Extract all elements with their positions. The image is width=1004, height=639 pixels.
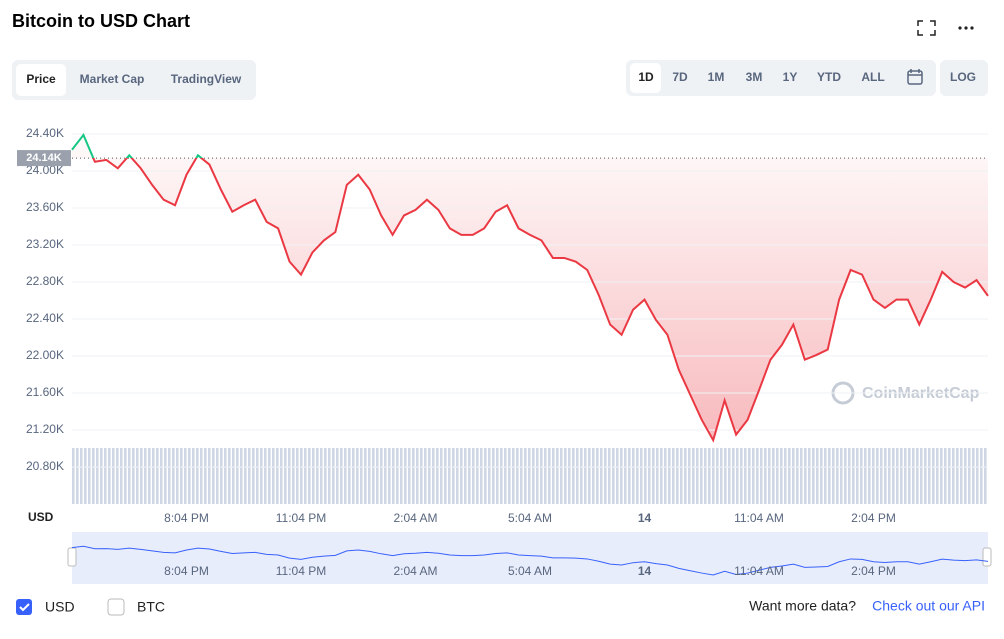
navigator-label: 8:04 PM — [164, 564, 209, 578]
watermark: CoinMarketCap — [862, 385, 980, 402]
y-tick-label: 22.40K — [26, 311, 64, 325]
navigator-label: 11:04 AM — [734, 564, 784, 578]
x-tick-label: 8:04 PM — [164, 511, 209, 525]
navigator[interactable] — [72, 532, 988, 584]
navigator-handle[interactable] — [67, 547, 77, 567]
range-active — [630, 63, 661, 93]
area-fill — [72, 134, 988, 441]
navigator-label: 11:04 PM — [276, 564, 326, 578]
watermark-text: CoinMarketCap — [862, 385, 980, 402]
x-tick-label: 11:04 AM — [734, 511, 784, 525]
range-group — [626, 60, 936, 96]
y-tick-label: 22.00K — [26, 348, 64, 362]
reference-box — [17, 150, 71, 167]
y-tick-label: 24.40K — [26, 126, 64, 140]
y-tick-label: 22.80K — [26, 274, 64, 288]
legend-label: BTC — [137, 599, 165, 615]
y-tick-label: 23.20K — [26, 237, 64, 251]
y-tick-label: 23.60K — [26, 200, 64, 214]
x-tick-label: 2:04 AM — [393, 511, 437, 525]
tab[interactable]: TradingView — [171, 72, 242, 86]
price-line — [71, 132, 989, 443]
x-tick-label: 2:04 PM — [851, 511, 896, 525]
x-tick-label: 11:04 PM — [276, 511, 326, 525]
more-icon[interactable] — [958, 26, 974, 30]
check — [19, 603, 30, 612]
x-tick-label: 5:04 AM — [508, 511, 552, 525]
navigator-label: 2:04 PM — [851, 564, 896, 578]
range-button[interactable]: ALL — [861, 70, 884, 84]
tab[interactable]: Price — [26, 72, 56, 86]
tab-active — [16, 64, 66, 96]
range-button[interactable]: 1D — [638, 70, 654, 84]
checkbox[interactable] — [107, 598, 125, 616]
navigator-line — [71, 545, 989, 576]
y-tick-label: 24.00K — [26, 163, 64, 177]
expand-icon[interactable] — [917, 20, 936, 36]
checkbox[interactable] — [16, 599, 32, 615]
y-tick-label: 20.80K — [26, 459, 64, 473]
navigator-label: 5:04 AM — [508, 564, 552, 578]
range-button[interactable]: 3M — [746, 70, 763, 84]
calendar-icon[interactable] — [907, 69, 923, 85]
y-tick-label: 21.20K — [26, 422, 64, 436]
footer-text: Want more data? — [749, 598, 856, 614]
range-button[interactable]: 1Y — [783, 70, 798, 84]
volume-bars — [72, 448, 988, 504]
api-link[interactable]: Check out our API — [872, 598, 985, 614]
currency-label: USD — [28, 510, 54, 524]
navigator-handle[interactable] — [982, 547, 992, 567]
range-button[interactable]: 7D — [672, 70, 688, 84]
log-group — [940, 60, 988, 96]
y-tick-label: 21.60K — [26, 385, 64, 399]
x-tick-label: 14 — [638, 511, 652, 525]
range-button[interactable]: 1M — [708, 70, 725, 84]
navigator-label: 2:04 AM — [393, 564, 437, 578]
log-button[interactable]: LOG — [950, 70, 976, 84]
range-button[interactable]: YTD — [817, 70, 841, 84]
title: Bitcoin to USD Chart — [12, 11, 190, 31]
tab-group — [12, 60, 256, 100]
reference-label: 24.14K — [26, 152, 62, 164]
legend-label: USD — [45, 599, 75, 615]
navigator-label: 14 — [638, 564, 652, 578]
tab[interactable]: Market Cap — [80, 72, 145, 86]
